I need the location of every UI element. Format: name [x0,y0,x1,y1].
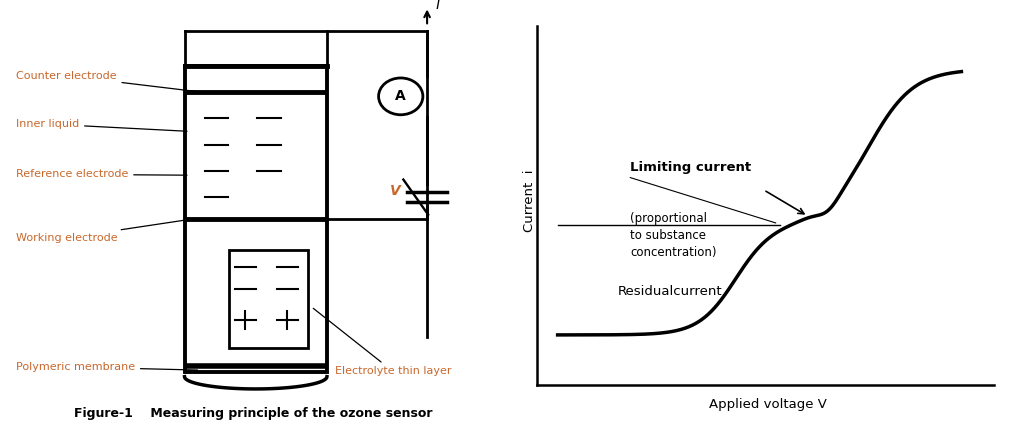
Text: Electrolyte thin layer: Electrolyte thin layer [313,308,451,377]
Text: i: i [435,0,439,12]
Text: Counter electrode: Counter electrode [16,71,198,92]
Text: Polymeric membrane: Polymeric membrane [16,362,198,372]
Text: (proportional
to substance
concentration): (proportional to substance concentration… [631,212,717,259]
Circle shape [378,78,423,115]
Text: Current  i: Current i [523,170,535,232]
Text: Reference electrode: Reference electrode [16,170,187,180]
Text: A: A [395,89,407,103]
Text: Residualcurrent: Residualcurrent [619,285,723,298]
Text: Working electrode: Working electrode [16,219,190,243]
Text: Figure-1    Measuring principle of the ozone sensor: Figure-1 Measuring principle of the ozon… [74,407,432,420]
Text: Inner liquid: Inner liquid [16,119,187,131]
Text: V: V [390,184,401,198]
Text: Limiting current: Limiting current [631,161,751,174]
Text: Applied voltage V: Applied voltage V [709,398,826,411]
